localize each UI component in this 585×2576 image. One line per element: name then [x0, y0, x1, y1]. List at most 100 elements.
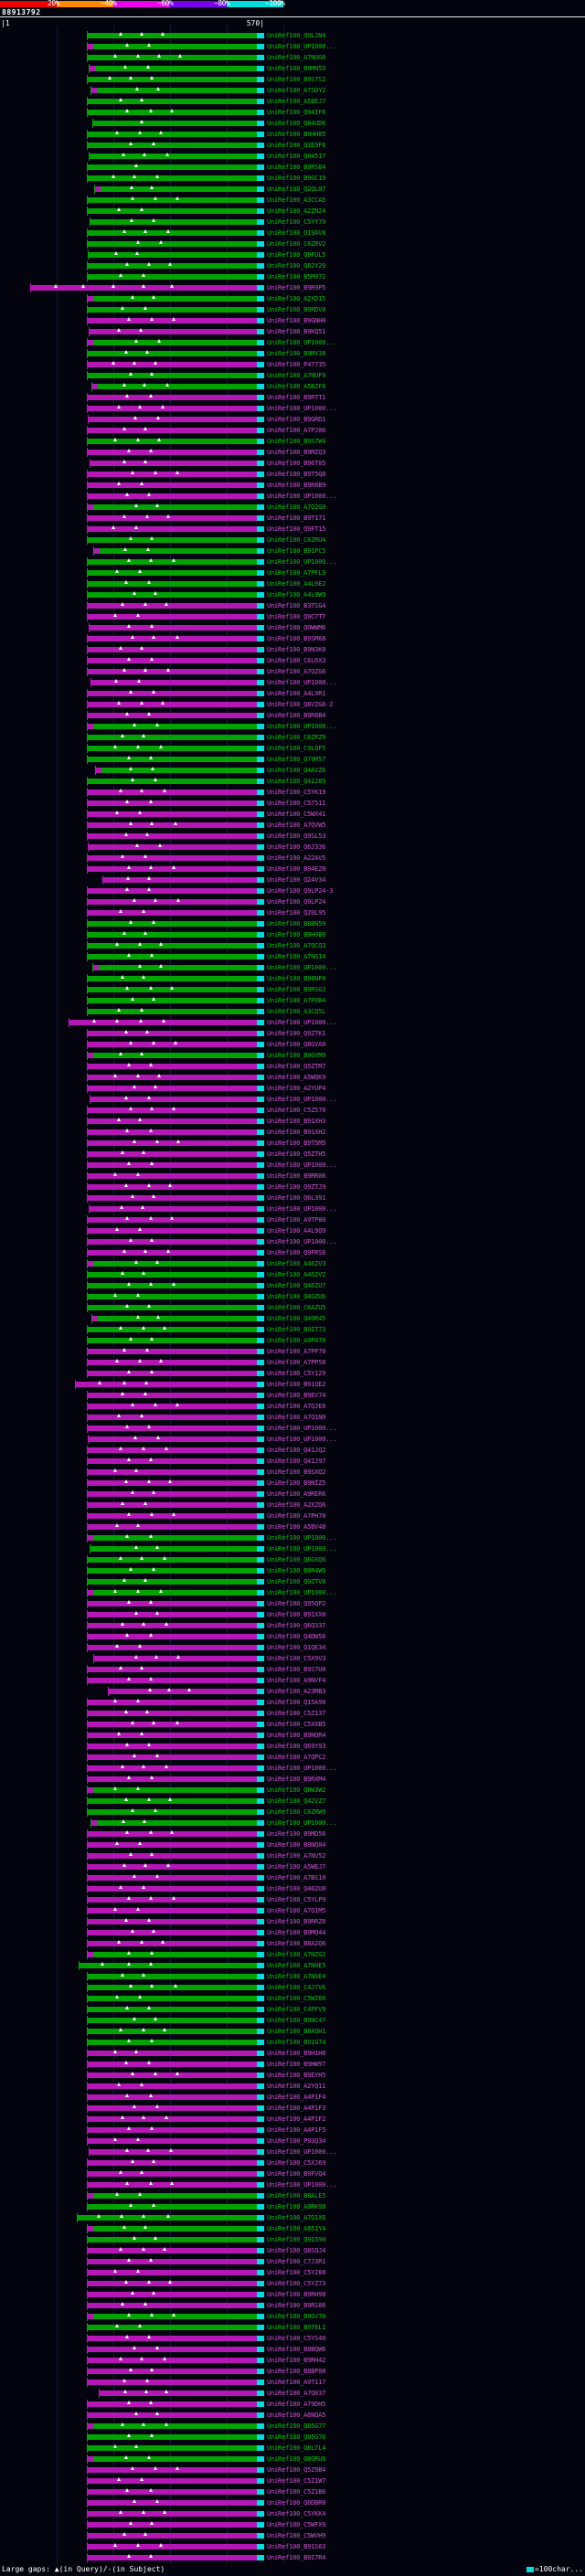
hit-label[interactable]: UniRef100_A2ZN24 — [267, 207, 326, 215]
alignment-row[interactable]: UniRef100_B9N3K0 — [0, 644, 585, 655]
hit-label[interactable]: UniRef100_B91XX0 — [267, 1611, 326, 1618]
hit-label[interactable]: UniRef100_C5XXB5 — [267, 1721, 326, 1728]
hit-bar[interactable] — [90, 1820, 263, 1826]
hit-label[interactable]: UniRef100_C5Z570 — [267, 1107, 326, 1114]
hit-label[interactable]: UniRef100_B9GV70 — [267, 2313, 326, 2320]
hit-bar[interactable] — [87, 132, 263, 137]
hit-bar[interactable] — [87, 2127, 263, 2133]
hit-bar[interactable] — [87, 395, 263, 400]
hit-label[interactable]: UniRef100_C5WX41 — [267, 811, 326, 818]
hit-bar[interactable] — [87, 1513, 263, 1519]
alignment-row[interactable]: UniRef100_Q91590 — [0, 2234, 585, 2245]
hit-label[interactable]: UniRef100_A5BV48 — [267, 1523, 326, 1531]
alignment-row[interactable]: UniRef100_C5Z1W7 — [0, 2475, 585, 2486]
alignment-row[interactable]: UniRef100_A7QPC2 — [0, 1752, 585, 1763]
alignment-row[interactable]: UniRef100_Q84UD6 — [0, 118, 585, 129]
alignment-row[interactable]: UniRef100_A7Q2G9 — [0, 502, 585, 513]
hit-bar[interactable] — [87, 1393, 263, 1398]
hit-bar[interactable] — [87, 1612, 263, 1617]
hit-bar[interactable] — [87, 2040, 263, 2045]
alignment-row[interactable]: UniRef100_Q15A90 — [0, 1697, 585, 1708]
hit-label[interactable]: UniRef100_Q41J97 — [267, 1458, 326, 1465]
alignment-row[interactable]: UniRef100_B9GRD1 — [0, 414, 585, 425]
hit-bar[interactable] — [87, 1590, 263, 1595]
hit-bar[interactable] — [87, 1667, 263, 1672]
hit-label[interactable]: UniRef100_B9RS86 — [267, 2302, 326, 2309]
hit-label[interactable]: UniRef100_A4P1F4 — [267, 2094, 326, 2101]
alignment-row[interactable]: UniRef100_A5BV48 — [0, 1521, 585, 1532]
hit-bar[interactable] — [87, 1184, 263, 1190]
hit-label[interactable]: UniRef100_A4P1F5 — [267, 2126, 326, 2134]
alignment-row[interactable]: UniRef100_C5YK19 — [0, 787, 585, 798]
hit-label[interactable]: UniRef100_Q9LP24-3 — [267, 887, 334, 895]
hit-bar[interactable] — [90, 1546, 263, 1552]
alignment-row[interactable]: UniRef100_B3TSG4 — [0, 600, 585, 611]
hit-label[interactable]: UniRef100_UP1000... — [267, 679, 337, 686]
hit-bar[interactable] — [87, 1349, 263, 1354]
hit-label[interactable]: UniRef100_B9RR06 — [267, 1172, 326, 1180]
hit-bar[interactable] — [87, 811, 263, 817]
hit-bar[interactable] — [87, 702, 263, 707]
alignment-row[interactable]: UniRef100_A462V2 — [0, 1269, 585, 1280]
hit-label[interactable]: UniRef100_Q8SQJ4 — [267, 2247, 326, 2254]
hit-bar[interactable] — [87, 1272, 263, 1277]
alignment-row[interactable]: UniRef100_Q82Y29 — [0, 260, 585, 271]
hit-bar[interactable] — [87, 2314, 263, 2319]
hit-bar[interactable] — [87, 1897, 263, 1903]
hit-bar[interactable] — [89, 329, 263, 334]
alignment-row[interactable]: UniRef100_B94E28 — [0, 864, 585, 875]
hit-bar[interactable] — [91, 384, 263, 389]
hit-bar[interactable] — [87, 1744, 263, 1749]
hit-label[interactable]: UniRef100_Q0DBR0 — [267, 2499, 326, 2507]
alignment-row[interactable]: UniRef100_A7Q1X6 — [0, 2212, 585, 2223]
hit-label[interactable]: UniRef100_Q8VZG6-2 — [267, 701, 334, 708]
hit-label[interactable]: UniRef100_C6ZRW9 — [267, 1808, 326, 1816]
hit-bar[interactable] — [87, 241, 263, 247]
alignment-row[interactable]: UniRef100_Q6J336 — [0, 842, 585, 853]
hit-bar[interactable] — [87, 1941, 263, 1946]
hit-bar[interactable] — [87, 1294, 263, 1299]
hit-bar[interactable] — [87, 263, 263, 269]
hit-bar[interactable] — [87, 2259, 263, 2264]
alignment-row[interactable]: UniRef100_B8BP08 — [0, 2366, 585, 2377]
hit-bar[interactable] — [87, 1645, 263, 1650]
hit-bar[interactable] — [87, 2204, 263, 2210]
alignment-row[interactable]: UniRef100_UP1000... — [0, 491, 585, 502]
hit-bar[interactable] — [87, 1831, 263, 1837]
hit-bar[interactable] — [87, 998, 263, 1003]
hit-label[interactable]: UniRef100_Q5ZTM7 — [267, 1063, 326, 1070]
alignment-row[interactable]: UniRef100_A7QZG6 — [0, 666, 585, 677]
alignment-row[interactable]: UniRef100_Q4AVZ6 — [0, 765, 585, 776]
alignment-row[interactable]: UniRef100_B9HH85 — [0, 129, 585, 140]
alignment-row[interactable]: UniRef100_C5YS40 — [0, 2333, 585, 2344]
hit-bar[interactable] — [87, 1250, 263, 1256]
hit-label[interactable]: UniRef100_A4P1F2 — [267, 2115, 326, 2123]
alignment-row[interactable]: UniRef100_Q8VZG6-2 — [0, 699, 585, 710]
alignment-row[interactable]: UniRef100_B9GV70 — [0, 2311, 585, 2322]
alignment-row[interactable]: UniRef100_Q4DW56 — [0, 1631, 585, 1642]
alignment-row[interactable]: UniRef100_C6ZRW9 — [0, 1807, 585, 1818]
hit-bar[interactable] — [89, 2149, 263, 2155]
hit-label[interactable]: UniRef100_Q05G76 — [267, 2433, 326, 2441]
alignment-row[interactable]: UniRef100_B9I7R4 — [0, 2552, 585, 2563]
alignment-row[interactable]: UniRef100_A2YQ11 — [0, 2081, 585, 2092]
hit-label[interactable]: UniRef100_A7QZG6 — [267, 668, 326, 675]
alignment-row[interactable]: UniRef100_Q9LJN4 — [0, 30, 585, 41]
alignment-row[interactable]: UniRef100_A4L9Q9 — [0, 1225, 585, 1236]
alignment-row[interactable]: UniRef100_Q9FT15 — [0, 524, 585, 535]
hit-bar[interactable] — [87, 472, 263, 477]
hit-bar[interactable] — [87, 2270, 263, 2275]
hit-bar[interactable] — [87, 1327, 263, 1332]
hit-label[interactable]: UniRef100_Q9FUL5 — [267, 251, 326, 259]
alignment-row[interactable]: UniRef100_A7NV52 — [0, 1850, 585, 1861]
alignment-row[interactable]: UniRef100_Q8GRU6 — [0, 2454, 585, 2465]
alignment-row[interactable]: UniRef100_C5XXB5 — [0, 1719, 585, 1730]
hit-bar[interactable] — [87, 2029, 263, 2034]
alignment-row[interactable]: UniRef100_B9RRZ0 — [0, 1916, 585, 1927]
alignment-row[interactable]: UniRef100_B8ALE5 — [0, 2190, 585, 2201]
hit-label[interactable]: UniRef100_A5WEJ7 — [267, 1863, 326, 1871]
hit-bar[interactable] — [87, 1765, 263, 1771]
alignment-row[interactable]: UniRef100_B9R8B9 — [0, 480, 585, 491]
hit-bar[interactable] — [87, 2401, 263, 2407]
hit-bar[interactable] — [87, 570, 263, 576]
